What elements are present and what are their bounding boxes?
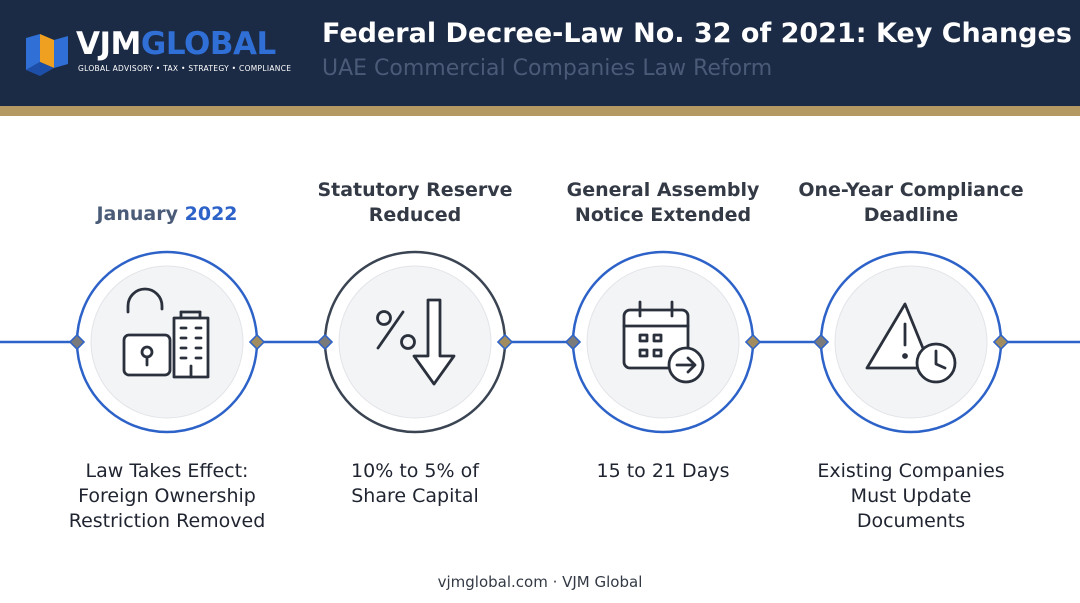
diamond-marker: [992, 333, 1010, 351]
step-1-description-line: Restriction Removed: [68, 510, 266, 532]
diamond-marker: [496, 333, 514, 351]
percent-down-arrow-icon: [376, 298, 456, 386]
unlock-building-icon: [122, 287, 210, 379]
page-title: Federal Decree-Law No. 32 of 2021: Key C…: [322, 18, 1072, 49]
step-2-heading: Statutory Reserve Reduced: [300, 178, 530, 228]
step-1-heading-year: 2022: [184, 203, 238, 225]
logo-text-global: GLOBAL: [140, 26, 276, 62]
diamond-marker: [744, 333, 762, 351]
step-3-circle: [571, 250, 755, 434]
step-4-description-line: Documents: [856, 510, 966, 532]
logo-tagline: GLOBAL ADVISORY • TAX • STRATEGY • COMPL…: [78, 64, 292, 73]
step-2-heading-line: Reduced: [368, 204, 462, 226]
step-1-heading: January 2022: [52, 202, 282, 227]
step-4-heading-line: One-Year Compliance: [798, 179, 1024, 201]
company-logo[interactable]: VJMGLOBAL GLOBAL ADVISORY • TAX • STRATE…: [22, 26, 292, 76]
step-2-circle: [323, 250, 507, 434]
gold-divider: [0, 106, 1080, 116]
step-1-description: Law Takes Effect: Foreign Ownership Rest…: [47, 459, 287, 534]
step-1-description-line: Law Takes Effect:: [85, 460, 249, 482]
step-1-circle: [75, 250, 259, 434]
step-3-description-line: 15 to 21 Days: [596, 460, 730, 482]
connector-diamonds: [68, 333, 1010, 351]
step-3-heading-line: General Assembly: [566, 179, 760, 201]
step-3-description: 15 to 21 Days: [543, 459, 783, 484]
step-3-heading: General Assembly Notice Extended: [548, 178, 778, 228]
step-4-circle: [819, 250, 1003, 434]
step-2-description: 10% to 5% of Share Capital: [295, 459, 535, 509]
header-bar: VJMGLOBAL GLOBAL ADVISORY • TAX • STRATE…: [0, 0, 1080, 106]
warning-clock-icon: [865, 302, 957, 384]
step-1-description-line: Foreign Ownership: [78, 485, 256, 507]
page-subtitle: UAE Commercial Companies Law Reform: [322, 56, 773, 81]
diamond-marker: [316, 333, 334, 351]
logo-cube-icon: [26, 34, 68, 76]
step-4-heading: One-Year Compliance Deadline: [796, 178, 1026, 228]
step-1-heading-month: January: [96, 203, 178, 225]
step-4-description-line: Existing Companies: [817, 460, 1005, 482]
logo-text-vjm: VJM: [76, 26, 141, 62]
logo-wordmark: VJMGLOBAL: [76, 26, 276, 62]
step-3-heading-line: Notice Extended: [574, 204, 752, 226]
step-4-heading-line: Deadline: [863, 204, 959, 226]
step-4-description-line: Must Update: [850, 485, 972, 507]
step-2-description-line: 10% to 5% of: [351, 460, 479, 482]
footer-credit[interactable]: vjmglobal.com · VJM Global: [437, 573, 643, 591]
step-2-description-line: Share Capital: [351, 485, 479, 507]
step-2-heading-line: Statutory Reserve: [317, 179, 513, 201]
diamond-marker: [248, 333, 266, 351]
calendar-arrow-icon: [622, 300, 705, 384]
diamond-marker: [68, 333, 86, 351]
step-4-description: Existing Companies Must Update Documents: [791, 459, 1031, 534]
diamond-marker: [564, 333, 582, 351]
diamond-marker: [812, 333, 830, 351]
